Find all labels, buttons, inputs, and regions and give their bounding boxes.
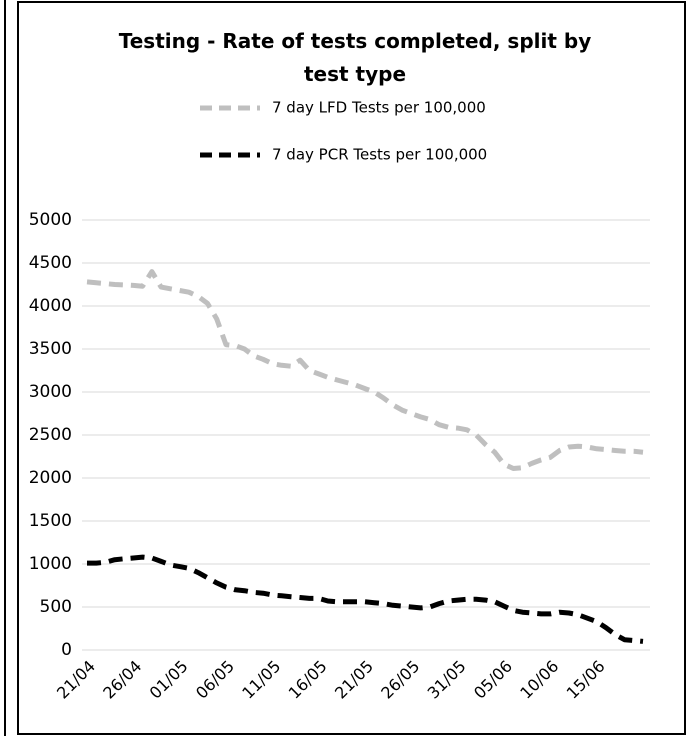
legend-label: 7 day LFD Tests per 100,000: [272, 99, 486, 117]
y-tick-label: 4500: [29, 253, 72, 273]
chart-border: [17, 1, 686, 735]
series-line: [86, 269, 644, 471]
y-tick-label: 4000: [29, 296, 72, 316]
chart-title: Testing - Rate of tests completed, split…: [119, 29, 591, 86]
y-tick-label: 2000: [29, 468, 72, 488]
y-tick-label: 2500: [29, 425, 72, 445]
y-tick-label: 1000: [29, 554, 72, 574]
y-tick-label: 3500: [29, 339, 72, 359]
legend-label: 7 day PCR Tests per 100,000: [272, 146, 487, 164]
y-tick-label: 3000: [29, 382, 72, 402]
y-tick-label: 5000: [29, 210, 72, 230]
y-tick-label: 500: [40, 597, 72, 617]
y-tick-label: 0: [61, 640, 72, 660]
y-tick-label: 1500: [29, 511, 72, 531]
series-line: [87, 554, 644, 644]
